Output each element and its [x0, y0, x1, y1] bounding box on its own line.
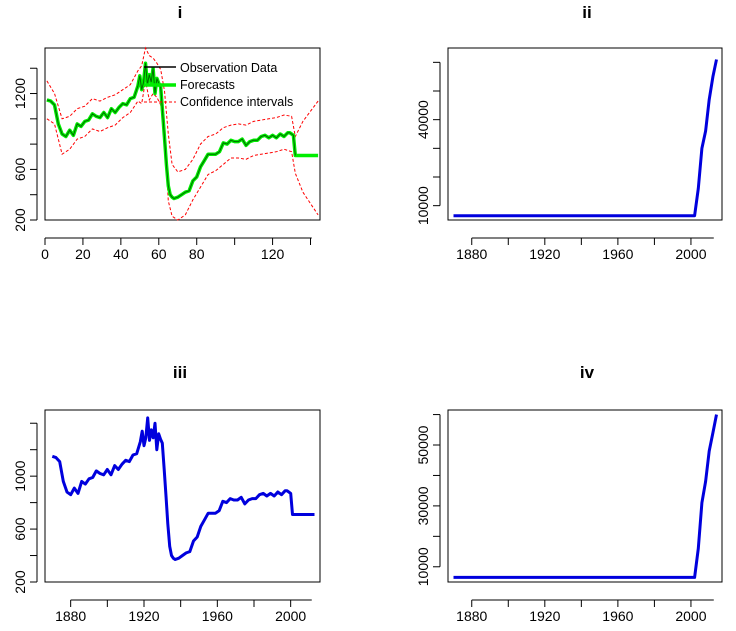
panel-i-title: i	[178, 3, 183, 22]
series-line	[453, 414, 718, 579]
panel-iv-title: iv	[580, 363, 595, 382]
legend-label-forecasts: Forecasts	[180, 78, 235, 92]
y-tick-label: 10000	[415, 547, 431, 586]
plot-frame	[447, 47, 723, 221]
x-tick-label: 1960	[202, 608, 233, 624]
x-tick-label: 1920	[529, 608, 560, 624]
y-tick-label: 1200	[12, 78, 28, 109]
x-tick-label: 1880	[55, 608, 86, 624]
legend-item-confidence: Confidence intervals	[144, 95, 293, 109]
x-tick-label: 120	[261, 246, 285, 262]
legend-item-forecasts: Forecasts	[144, 78, 235, 92]
y-tick-label: 600	[12, 517, 28, 541]
series-line	[453, 59, 718, 218]
y-tick-label: 200	[12, 208, 28, 232]
series-line	[51, 416, 315, 561]
x-tick-label: 1880	[456, 608, 487, 624]
x-tick-label: 0	[41, 246, 49, 262]
panel-ii: ii 1880 1920 1960 2000 10000 40000	[415, 3, 723, 262]
y-tick-label: 30000	[415, 486, 431, 525]
x-tick-label: 2000	[275, 608, 306, 624]
y-tick-label: 40000	[415, 100, 431, 139]
y-tick-label: 1000	[12, 460, 28, 491]
x-tick-label: 1920	[128, 608, 159, 624]
x-tick-label: 40	[113, 246, 129, 262]
x-tick-label: 1880	[456, 246, 487, 262]
plot-frame	[447, 409, 723, 583]
legend-label-confidence: Confidence intervals	[180, 95, 293, 109]
x-tick-label: 2000	[675, 246, 706, 262]
x-tick-label: 20	[75, 246, 91, 262]
series-confidence-lower	[46, 80, 319, 221]
x-tick-label: 1960	[602, 608, 633, 624]
series-confidence-upper	[46, 46, 319, 173]
panel-iv: iv 1880 1920 1960 2000 10000 30000 50000	[415, 363, 723, 624]
series-observation	[46, 63, 296, 200]
x-tick-label: 60	[151, 246, 167, 262]
y-tick-label: 200	[12, 570, 28, 594]
legend-item-observation: Observation Data	[144, 61, 277, 75]
x-tick-label: 2000	[675, 608, 706, 624]
plot-frame	[44, 409, 321, 583]
y-tick-label: 50000	[415, 425, 431, 464]
legend-label-observation: Observation Data	[180, 61, 277, 75]
x-tick-label: 1960	[602, 246, 633, 262]
x-tick-label: 1920	[529, 246, 560, 262]
plot-frame	[44, 47, 321, 221]
panel-iii: iii 1880 1920 1960 2000 200 600 1000	[12, 363, 321, 624]
panel-iii-title: iii	[173, 363, 187, 382]
x-tick-label: 80	[189, 246, 205, 262]
panel-i: i 0 20 40 60 80 120 200 600 1200	[12, 3, 321, 262]
legend: Observation Data Forecasts Confidence in…	[144, 61, 293, 109]
panel-ii-title: ii	[582, 3, 591, 22]
y-tick-label: 600	[12, 158, 28, 182]
y-tick-label: 10000	[415, 186, 431, 225]
